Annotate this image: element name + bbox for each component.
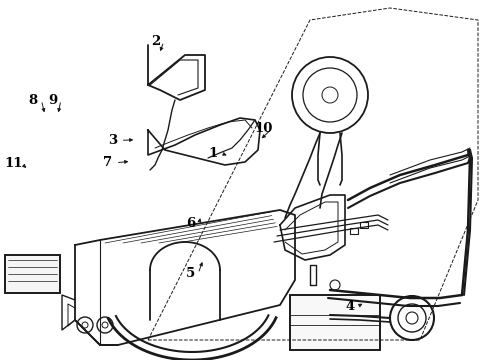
Text: 2: 2 [151,35,160,48]
Text: 6: 6 [187,217,196,230]
Bar [290,295,380,350]
Text: 10: 10 [254,122,273,135]
Text: 8: 8 [29,94,38,107]
Bar [5,255,60,293]
Text: 1: 1 [209,147,218,159]
Bar [360,222,368,228]
Text: 9: 9 [49,94,57,107]
Text: 4: 4 [346,300,355,312]
Bar [290,295,380,350]
Text: 3: 3 [108,134,117,147]
Bar [5,255,60,293]
Bar [350,228,358,234]
Text: 7: 7 [103,156,112,169]
Text: 11: 11 [4,157,23,170]
Text: 5: 5 [186,267,195,280]
